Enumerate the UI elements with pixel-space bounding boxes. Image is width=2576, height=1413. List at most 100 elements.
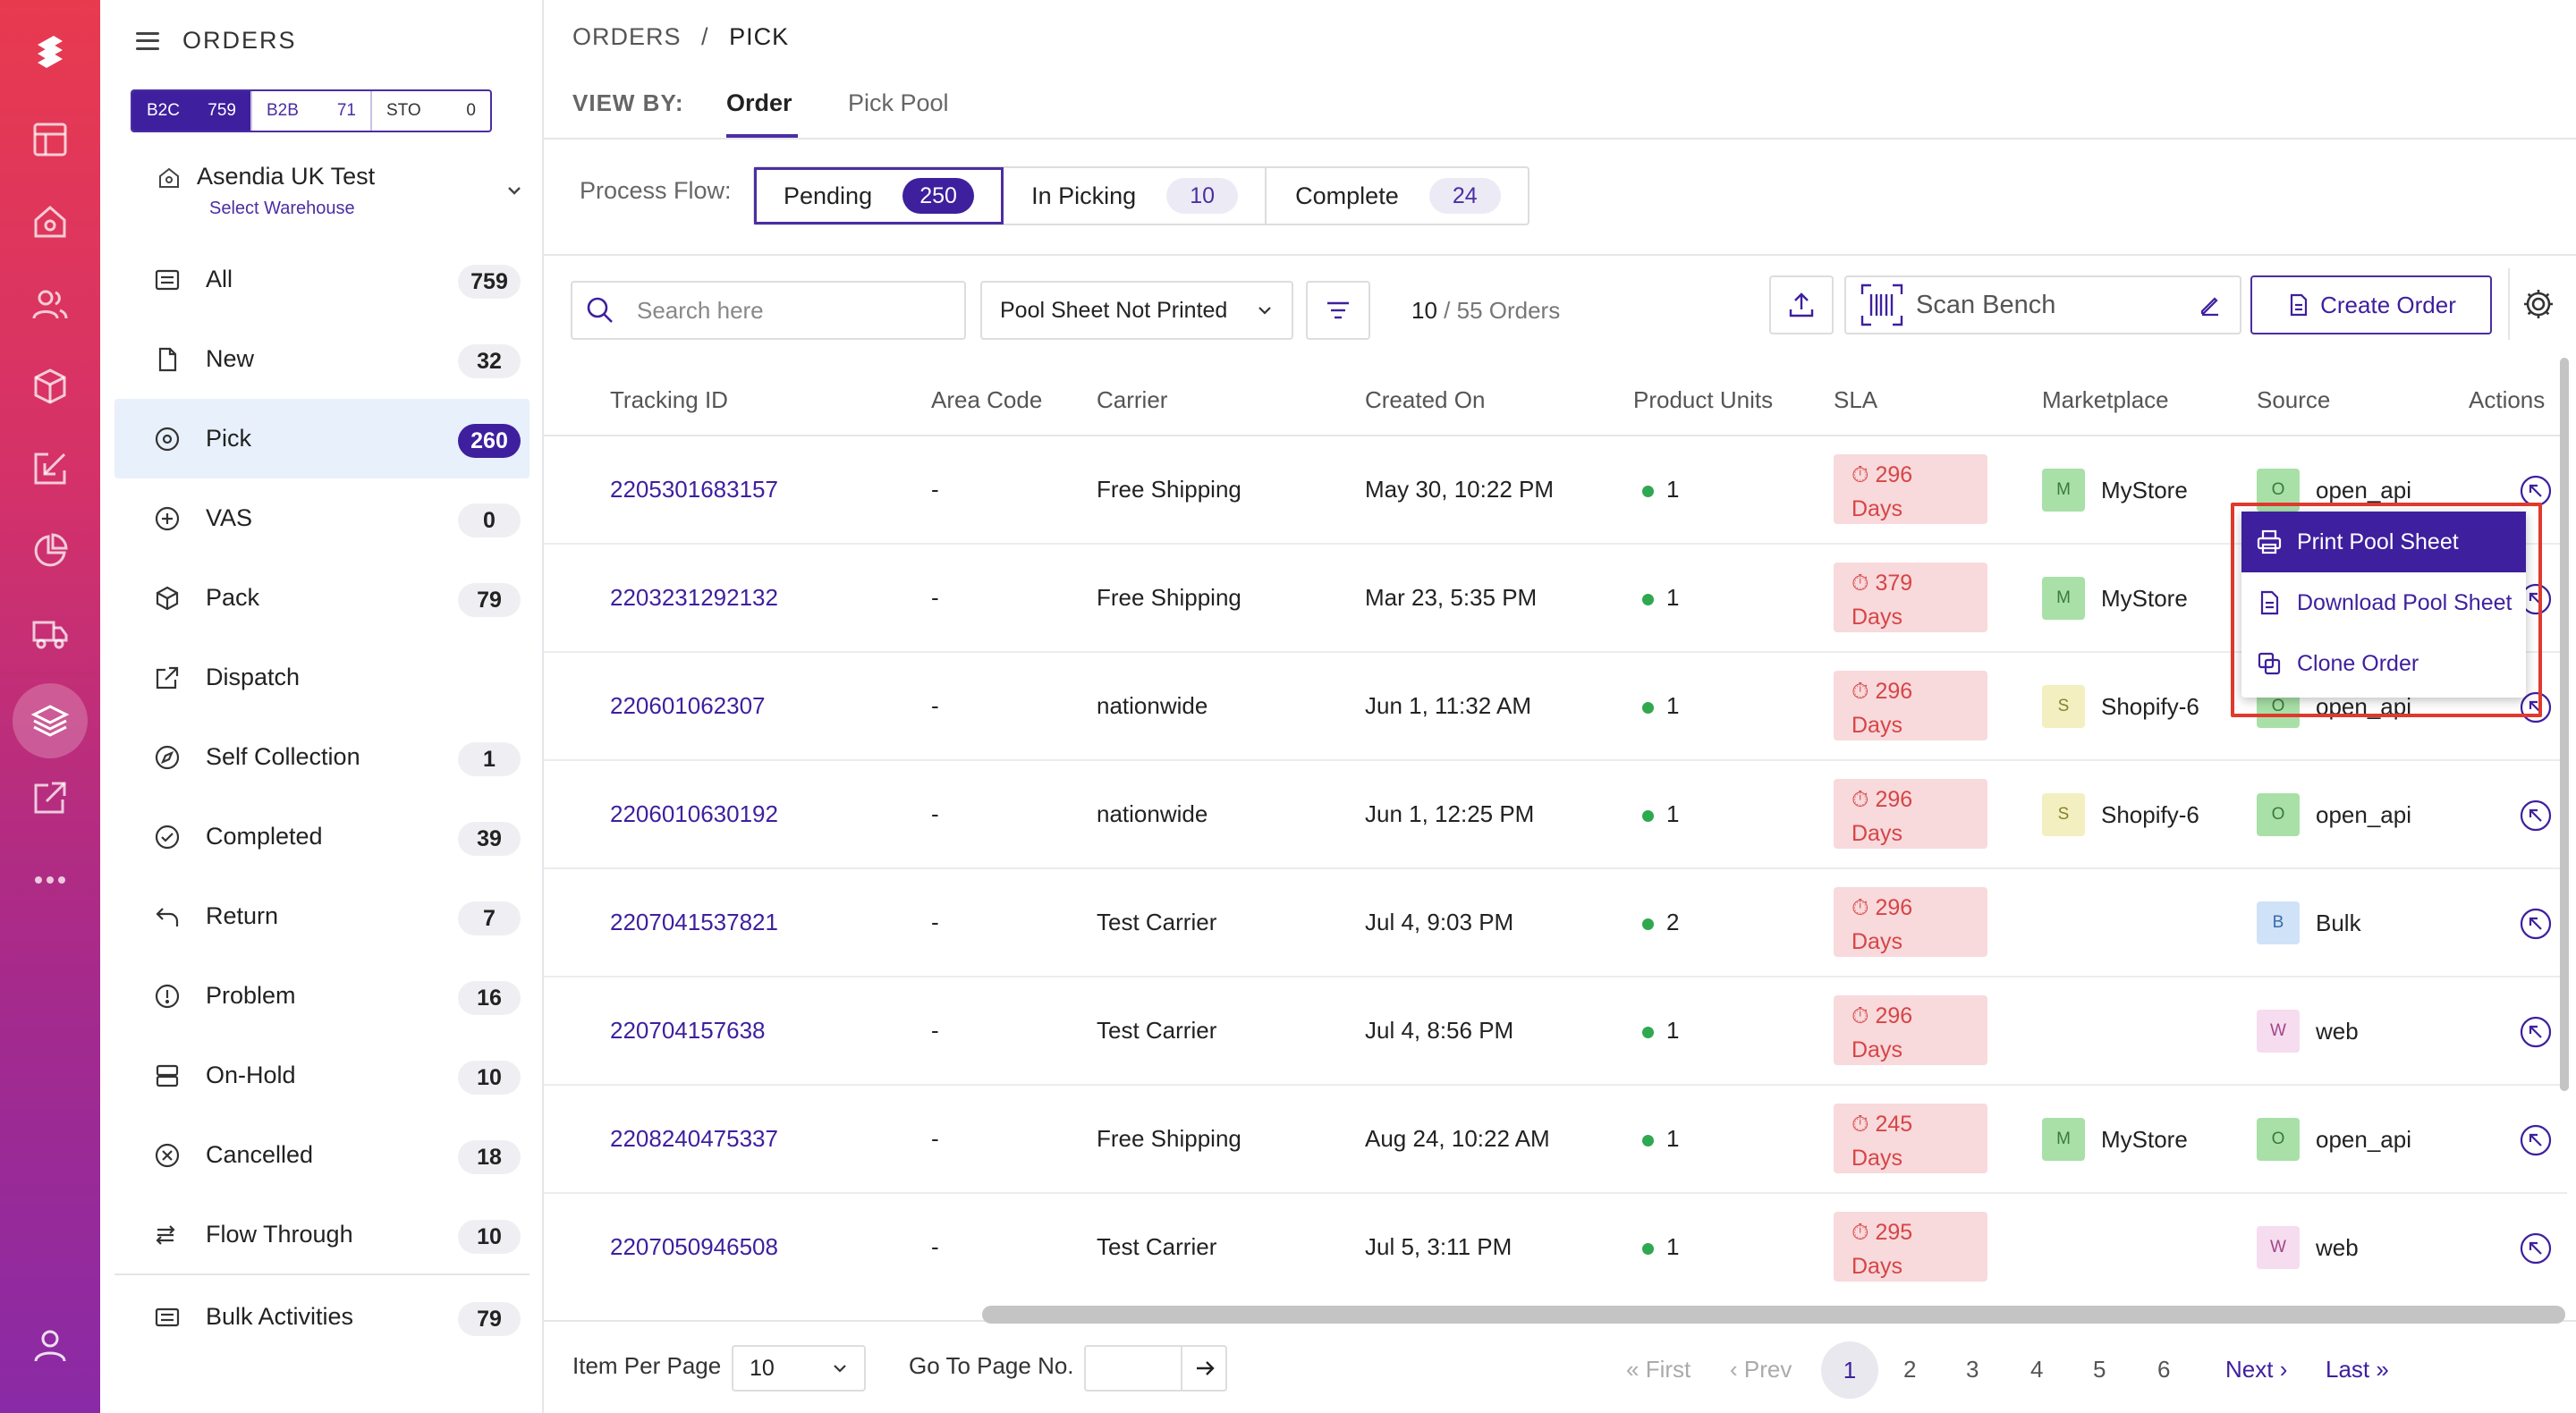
horizontal-scrollbar[interactable] [982,1306,2565,1324]
process-flow-item-count: 24 [1428,178,1501,214]
column-header[interactable]: Area Code [931,386,1043,413]
row-actions-icon[interactable] [2519,1231,2553,1265]
flow-icon [154,1222,181,1248]
process-flow-in-picking[interactable]: In Picking 10 [1003,168,1267,224]
go-to-page-button[interactable] [1181,1345,1227,1392]
pagination-prev[interactable]: ‹ Prev [1730,1356,1792,1383]
create-order-button[interactable]: Create Order [2250,275,2492,334]
sidebar-item-return[interactable]: Return 7 [114,876,530,956]
sidebar-item-dispatch[interactable]: Dispatch [114,638,530,717]
orders-layers-icon[interactable] [0,680,100,762]
row-actions-icon[interactable] [2519,799,2553,833]
column-header[interactable]: Marketplace [2042,386,2169,413]
column-header[interactable]: Carrier [1097,386,1168,413]
pagination-page-6[interactable]: 6 [2157,1356,2171,1383]
sidebar-item-completed[interactable]: Completed 39 [114,797,530,876]
dashboard-icon[interactable] [0,98,100,181]
column-header[interactable]: Source [2257,386,2331,413]
inbound-icon[interactable] [0,427,100,510]
segment-sto[interactable]: STO 0 [372,91,490,131]
sidebar-item-pick[interactable]: Pick 260 [114,399,530,478]
items-per-page-select[interactable]: 10 [732,1345,866,1392]
process-flow-tabs: Pending 250 In Picking 10 Complete 24 [753,166,1530,225]
process-flow-complete[interactable]: Complete 24 [1267,168,1528,224]
menu-item-clone-order[interactable]: Clone Order [2241,633,2526,694]
product-units-value: 1 [1666,1125,1680,1152]
pagination-page-4[interactable]: 4 [2030,1356,2044,1383]
sidebar-item-count: 79 [458,583,521,617]
pagination-last[interactable]: Last » [2326,1356,2389,1383]
pagination-page-5[interactable]: 5 [2093,1356,2106,1383]
tracking-id-link[interactable]: 2205301683157 [610,476,778,503]
segment-b2c[interactable]: B2C 759 [132,91,252,131]
analytics-icon[interactable] [0,510,100,592]
column-header[interactable]: Tracking ID [610,386,728,413]
segment-b2b[interactable]: B2B 71 [252,91,372,131]
row-actions-icon[interactable] [2519,1015,2553,1049]
tracking-id-link[interactable]: 2206010630192 [610,800,778,827]
tracking-id-link[interactable]: 2203231292132 [610,584,778,611]
pagination-page-3[interactable]: 3 [1966,1356,1979,1383]
outbound-icon[interactable] [0,757,100,839]
tracking-id-link[interactable]: 2207050946508 [610,1233,778,1260]
sidebar-item-cancelled[interactable]: Cancelled 18 [114,1115,530,1195]
truck-icon[interactable] [0,592,100,674]
order-count: 10 / 55 Orders [1411,297,1560,325]
sidebar-item-count: 79 [458,1302,521,1336]
sidebar-item-self-collection[interactable]: Self Collection 1 [114,717,530,797]
upload-button[interactable] [1769,275,1834,334]
pool-sheet-filter-select[interactable]: Pool Sheet Not Printed [980,281,1293,340]
menu-item-download-pool-sheet[interactable]: Download Pool Sheet [2241,572,2526,633]
row-actions-icon[interactable] [2519,1123,2553,1157]
logo-icon[interactable] [0,11,100,93]
gear-icon[interactable] [2521,286,2556,322]
scan-bench-field[interactable]: Scan Bench [1844,275,2241,334]
profile-icon[interactable] [0,1304,100,1386]
sidebar-item-on-hold[interactable]: On-Hold 10 [114,1036,530,1115]
sidebar-item-pack[interactable]: Pack 79 [114,558,530,638]
more-icon[interactable] [0,839,100,921]
pagination-page-2[interactable]: 2 [1903,1356,1917,1383]
tracking-id-link[interactable]: 2207041537821 [610,909,778,935]
process-flow-pending[interactable]: Pending 250 [753,167,1004,224]
table-row: 2207050946508 - Test Carrier Jul 5, 3:11… [544,1194,2567,1302]
rail-active-indicator [13,683,88,758]
filter-button[interactable] [1306,281,1370,340]
tracking-id-link[interactable]: 220704157638 [610,1017,766,1044]
users-icon[interactable] [0,263,100,345]
tracking-id-link[interactable]: 220601062307 [610,692,766,719]
warehouse-selector[interactable]: Asendia UK Test Select Warehouse [157,159,524,222]
vertical-scrollbar[interactable] [2560,358,2569,1091]
highlight-frame [2231,503,2542,717]
menu-toggle-icon[interactable] [136,31,159,50]
sla-unit: Days [1852,1037,1902,1062]
sidebar-item-all[interactable]: All 759 [114,240,530,319]
menu-item-print-pool-sheet[interactable]: Print Pool Sheet [2241,512,2526,572]
order-type-switch: B2C 759 B2B 71 STO 0 [131,89,492,132]
pagination-page-1[interactable]: 1 [1821,1341,1878,1399]
sidebar-item-count: 16 [458,981,521,1015]
tracking-id-link[interactable]: 2208240475337 [610,1125,778,1152]
breadcrumb-root[interactable]: ORDERS [572,23,682,50]
pagination-first[interactable]: « First [1626,1356,1690,1383]
row-actions-icon[interactable] [2519,907,2553,941]
pagination-next[interactable]: Next › [2225,1356,2287,1383]
active-tab-indicator [726,134,798,138]
search-input[interactable] [637,296,959,325]
sidebar-item-new[interactable]: New 32 [114,319,530,399]
sidebar-item-vas[interactable]: VAS 0 [114,478,530,558]
box-icon[interactable] [0,345,100,427]
tab-order[interactable]: Order [726,89,792,116]
go-to-page-input[interactable] [1084,1345,1227,1392]
column-header[interactable]: Product Units [1633,386,1774,413]
sidebar-item-problem[interactable]: Problem 16 [114,956,530,1036]
edit-icon[interactable] [2199,293,2222,317]
column-header[interactable]: Created On [1365,386,1486,413]
home-icon[interactable] [0,181,100,263]
carrier: Test Carrier [1097,1233,1217,1260]
column-header[interactable]: SLA [1834,386,1878,413]
tab-pick-pool[interactable]: Pick Pool [848,89,949,116]
sidebar-item-flow-through[interactable]: Flow Through 10 [114,1195,530,1274]
sidebar-item-bulk-activities[interactable]: Bulk Activities 79 [114,1277,530,1357]
arrow-right-icon [1197,1361,1215,1375]
